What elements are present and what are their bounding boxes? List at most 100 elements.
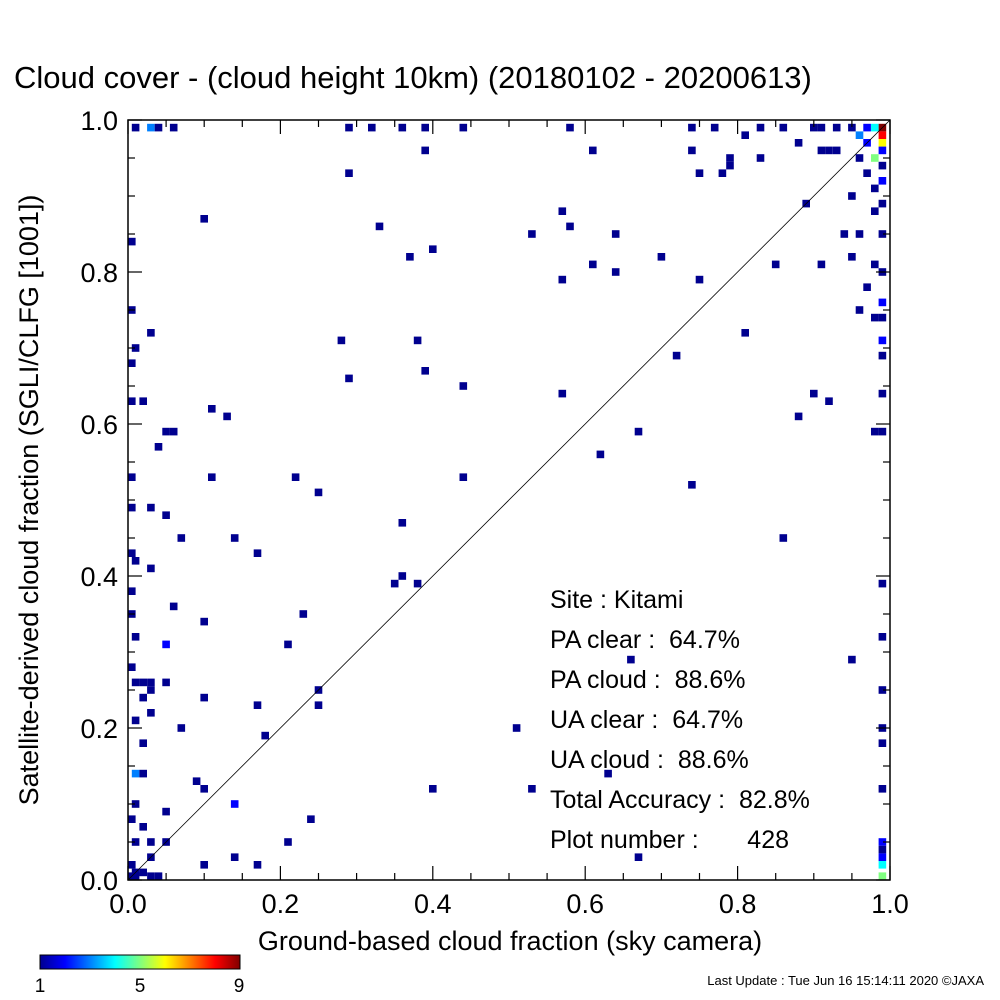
data-point-54 — [528, 230, 536, 238]
data-point-46 — [718, 169, 727, 177]
chart-title: Cloud cover - (cloud height 10km) (20180… — [14, 60, 812, 95]
x-tick-label-3: 0.6 — [566, 889, 604, 919]
y-axis-label: Satellite-derived cloud fraction (SGLI/C… — [14, 195, 44, 806]
data-point-95 — [825, 397, 833, 405]
stat-line-6: Plot number : 428 — [550, 826, 789, 854]
data-point-156 — [139, 739, 147, 747]
data-point-2 — [154, 123, 163, 132]
data-point-157 — [878, 739, 887, 747]
data-point-93 — [128, 397, 136, 405]
data-point-99 — [162, 427, 170, 436]
data-point-182 — [128, 861, 136, 869]
data-point-10 — [688, 123, 696, 132]
data-point-68 — [611, 268, 620, 276]
data-point-31 — [878, 177, 887, 185]
data-point-103 — [878, 427, 887, 436]
data-point-102 — [871, 427, 879, 436]
data-point-149 — [253, 701, 262, 709]
data-point-139 — [131, 678, 140, 687]
statistics-panel: Site : Kitami PA clear : 64.7% PA cloud : … — [550, 586, 810, 854]
data-point-166 — [131, 800, 140, 808]
data-point-1 — [147, 123, 155, 132]
data-point-9 — [566, 123, 574, 132]
data-point-76 — [878, 313, 887, 322]
data-point-61 — [406, 253, 414, 261]
data-point-184 — [253, 861, 262, 869]
data-point-108 — [291, 473, 300, 481]
data-point-106 — [128, 473, 136, 481]
data-point-13 — [779, 123, 788, 132]
x-tick-label-1: 0.2 — [262, 889, 300, 919]
data-point-12 — [756, 123, 765, 132]
data-point-19 — [863, 123, 871, 132]
data-point-85 — [878, 351, 887, 360]
data-point-141 — [147, 678, 155, 687]
data-point-80 — [337, 336, 346, 345]
data-point-169 — [307, 815, 315, 823]
data-point-171 — [139, 823, 147, 831]
data-point-168 — [162, 807, 170, 816]
data-point-51 — [566, 222, 574, 231]
data-point-55 — [611, 230, 620, 238]
data-point-180 — [634, 853, 643, 861]
data-point-60 — [429, 245, 437, 253]
last-update-footer: Last Update : Tue Jun 16 15:14:11 2020 ©… — [707, 973, 984, 988]
data-point-29 — [878, 161, 887, 170]
data-point-110 — [688, 481, 696, 489]
data-point-15 — [817, 123, 826, 132]
data-points — [128, 123, 887, 880]
data-point-75 — [855, 306, 864, 314]
colorbar — [39, 954, 241, 970]
data-point-34 — [871, 207, 879, 215]
data-point-116 — [177, 534, 186, 542]
data-point-71 — [695, 275, 704, 284]
axis-ticks: 0.0 0.2 0.4 0.6 0.8 1.0 0.0 0.2 0.4 0.6 0.8 1.0 — [80, 106, 908, 919]
data-point-97 — [223, 412, 231, 421]
stat-line-4: UA cloud : 88.6% — [550, 746, 749, 774]
data-point-78 — [147, 329, 155, 337]
data-point-155 — [261, 731, 269, 740]
data-point-121 — [131, 557, 140, 565]
data-point-100 — [169, 427, 178, 436]
data-point-52 — [375, 222, 384, 231]
data-point-20 — [871, 123, 879, 132]
data-point-173 — [147, 838, 155, 846]
data-point-87 — [421, 367, 429, 375]
data-point-185 — [878, 861, 887, 869]
data-point-148 — [314, 701, 323, 709]
data-point-83 — [131, 344, 140, 352]
data-point-79 — [741, 329, 749, 337]
x-tick-label-5: 1.0 — [871, 889, 909, 919]
data-point-177 — [878, 845, 887, 854]
data-point-0 — [131, 123, 140, 132]
data-point-56 — [855, 230, 864, 238]
data-point-41 — [589, 146, 597, 155]
data-point-17 — [848, 123, 856, 132]
data-point-159 — [139, 769, 147, 778]
stat-line-5: Total Accuracy : 82.8% — [550, 786, 810, 814]
data-point-91 — [810, 389, 818, 398]
data-point-175 — [284, 838, 292, 846]
y-tick-label-5: 1.0 — [80, 106, 118, 136]
data-point-150 — [147, 709, 155, 717]
data-point-145 — [147, 686, 155, 694]
data-point-109 — [459, 473, 468, 481]
data-point-94 — [139, 397, 147, 405]
data-point-21 — [878, 131, 887, 139]
data-point-4 — [345, 123, 353, 132]
data-point-153 — [512, 724, 521, 732]
x-tick-label-4: 0.8 — [719, 889, 757, 919]
data-point-164 — [528, 785, 536, 793]
data-point-59 — [128, 237, 136, 246]
data-point-66 — [817, 260, 826, 269]
data-point-111 — [314, 488, 323, 497]
data-point-140 — [139, 678, 147, 687]
data-point-187 — [139, 868, 147, 877]
data-point-5 — [368, 123, 376, 132]
data-point-25 — [878, 146, 887, 155]
data-point-73 — [878, 298, 887, 307]
data-point-38 — [825, 146, 833, 155]
data-point-172 — [131, 838, 140, 846]
data-point-72 — [863, 283, 871, 291]
